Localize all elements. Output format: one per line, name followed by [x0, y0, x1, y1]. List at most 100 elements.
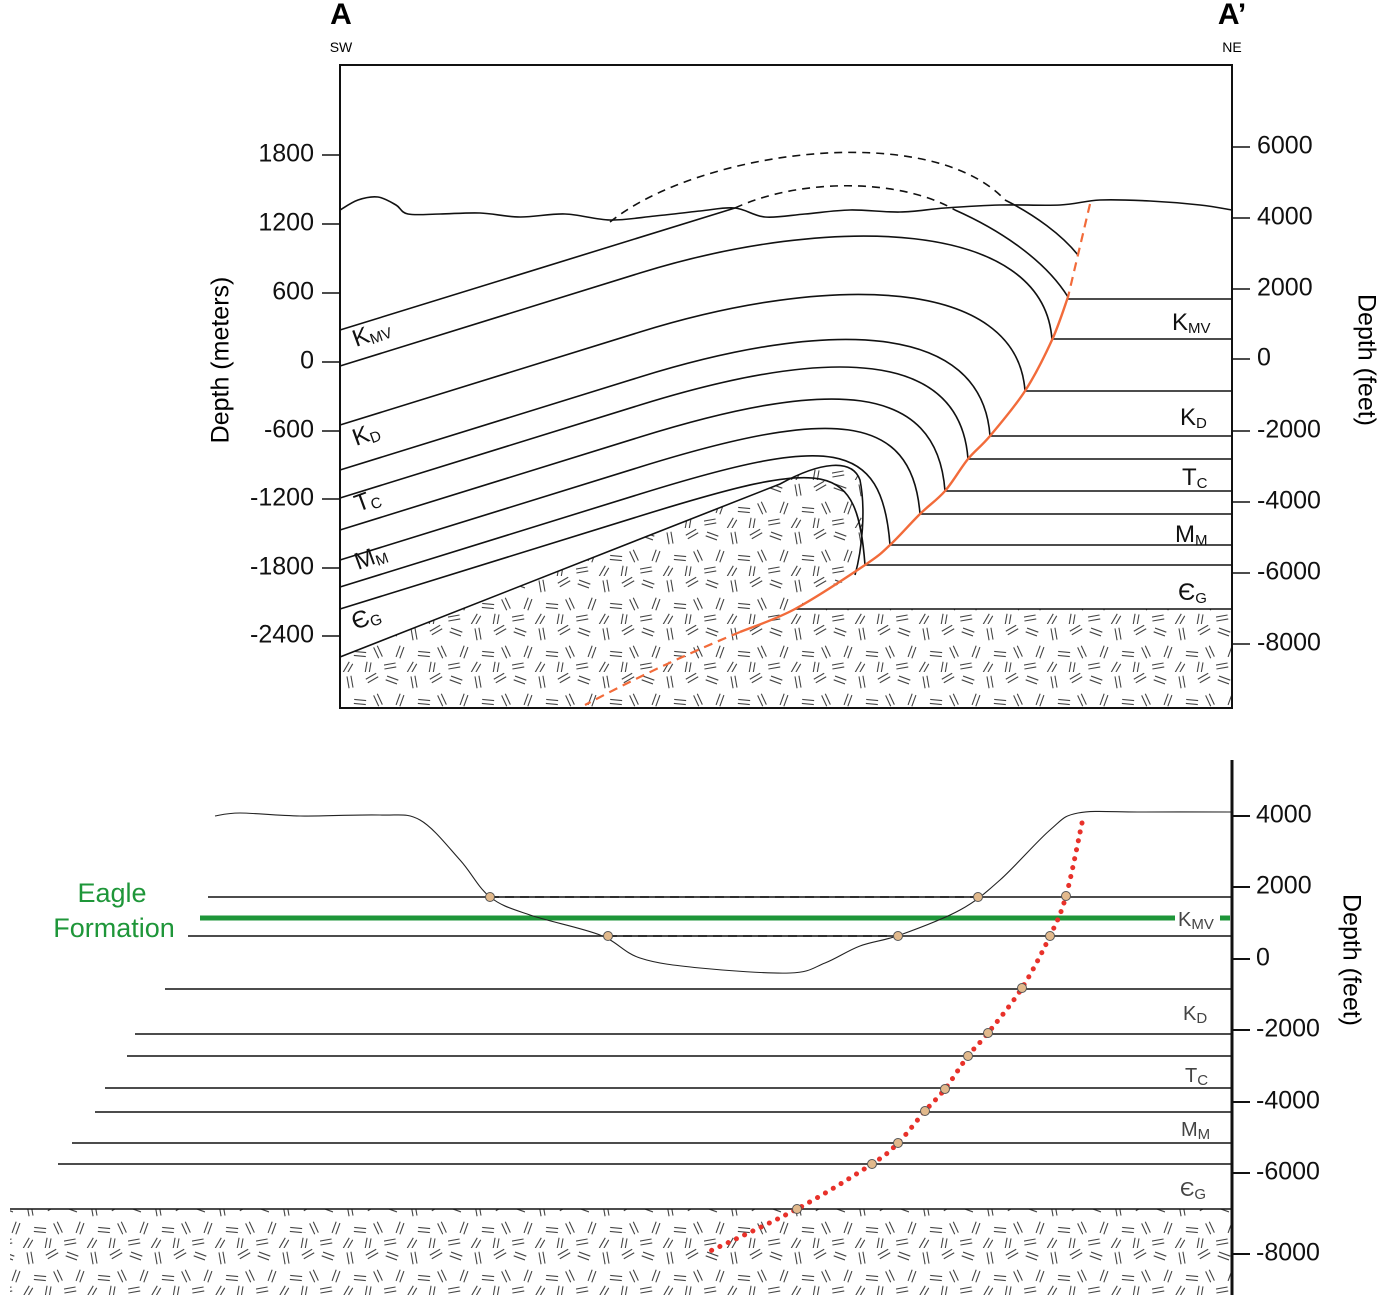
section-end-label: A’	[1218, 0, 1246, 31]
unit-subscript: MV	[1191, 916, 1214, 933]
unit-label: KMV	[1172, 309, 1211, 337]
bed	[339, 427, 921, 561]
bed	[339, 476, 866, 610]
tick-label: -6000	[1256, 1158, 1320, 1186]
tick-label: 2000	[1257, 274, 1313, 302]
contact-point	[1045, 931, 1055, 941]
bed	[339, 366, 969, 499]
unit-subscript: D	[1196, 415, 1207, 432]
ground-surface	[339, 196, 1233, 221]
unit-symbol: K	[1183, 1003, 1197, 1025]
unit-subscript: D	[1196, 1010, 1207, 1027]
tick-label: 6000	[1257, 132, 1313, 160]
bed	[339, 293, 1026, 426]
tick-label: 0	[1257, 344, 1271, 372]
tick-label: 4000	[1256, 801, 1312, 829]
tick-label: -600	[264, 416, 314, 444]
unit-subscript: M	[373, 549, 391, 569]
tick-label: -4000	[1257, 487, 1321, 515]
unit-symbol: K	[1172, 309, 1188, 336]
section-end-label: A	[330, 0, 352, 31]
frame	[339, 64, 1233, 709]
unit-label: MM	[1181, 1119, 1210, 1143]
bed	[339, 398, 946, 531]
unit-symbol: K	[1180, 404, 1196, 431]
tick-label: 1800	[258, 140, 314, 168]
contact-point	[893, 1138, 903, 1148]
fault-inferred	[584, 630, 741, 706]
tick-label: 4000	[1257, 203, 1313, 231]
axis-title: Depth (feet)	[1352, 294, 1380, 426]
contact-point	[973, 892, 983, 902]
tick-label: 600	[272, 278, 314, 306]
fault-trace	[703, 820, 1085, 1256]
unit-label: KD	[1180, 404, 1207, 432]
tick-label: 1200	[258, 209, 314, 237]
tick-label: -1200	[250, 484, 314, 512]
unit-label: ЄG	[1180, 1179, 1206, 1203]
unit-subscript: G	[1195, 590, 1207, 607]
unit-symbol: Є	[1180, 1179, 1194, 1201]
label-background	[1175, 906, 1220, 930]
unit-subscript: M	[1198, 1126, 1211, 1143]
unit-subscript: C	[1197, 1072, 1208, 1089]
unit-symbol: T	[1185, 1065, 1197, 1087]
axis-title: Depth (meters)	[207, 277, 235, 444]
contact-point	[920, 1106, 930, 1116]
tick-label: 0	[1256, 944, 1270, 972]
unit-label: TC	[1185, 1065, 1208, 1089]
unit-label: MM	[1175, 521, 1208, 549]
fault-inferred	[1066, 203, 1092, 298]
contact-point	[867, 1159, 877, 1169]
unit-label: ЄG	[1178, 579, 1207, 607]
bed	[1004, 199, 1079, 256]
formation-callout: Formation	[53, 913, 175, 943]
unit-subscript: G	[368, 611, 385, 631]
unit-label: KD	[349, 417, 384, 453]
tick-label: -2400	[250, 621, 314, 649]
tick-label: -2000	[1257, 416, 1321, 444]
tick-label: 0	[300, 347, 314, 375]
basement	[340, 465, 1232, 708]
contact-point	[963, 1051, 973, 1061]
bed	[954, 209, 1069, 298]
basement-contact	[339, 464, 864, 658]
contact-point	[792, 1204, 802, 1214]
eroded-bed	[734, 184, 956, 211]
basement	[10, 1209, 1232, 1295]
bed	[339, 207, 736, 331]
tick-label: -8000	[1256, 1239, 1320, 1267]
tick-label: 2000	[1256, 872, 1312, 900]
contact-point	[1061, 891, 1071, 901]
tick-label: -1800	[250, 553, 314, 581]
direction-label: NE	[1222, 39, 1241, 55]
unit-subscript: M	[1195, 532, 1208, 549]
unit-symbol: T	[1182, 464, 1197, 491]
unit-label: ЄG	[348, 600, 385, 636]
tick-label: -8000	[1257, 629, 1321, 657]
unit-label: MM	[351, 539, 391, 576]
bed	[339, 235, 1053, 367]
contact-point	[485, 892, 495, 902]
unit-subscript: MV	[368, 324, 395, 348]
unit-symbol: Є	[1178, 579, 1195, 606]
unit-subscript: MV	[1188, 320, 1211, 337]
tick-label: -2000	[1256, 1015, 1320, 1043]
direction-label: SW	[330, 39, 353, 55]
unit-subscript: C	[1197, 475, 1208, 492]
contact-point	[1017, 983, 1027, 993]
contact-point	[893, 931, 903, 941]
unit-label: KMV	[1178, 909, 1214, 933]
unit-symbol: M	[1181, 1119, 1198, 1141]
bed	[339, 454, 891, 588]
contact-point	[983, 1028, 993, 1038]
axis-title: Depth (feet)	[1337, 894, 1365, 1026]
fault	[739, 296, 1070, 634]
unit-symbol: M	[1175, 521, 1195, 548]
bed	[339, 338, 991, 471]
unit-label: TC	[1182, 464, 1208, 492]
contact-point	[603, 931, 613, 941]
tick-label: -6000	[1257, 558, 1321, 586]
